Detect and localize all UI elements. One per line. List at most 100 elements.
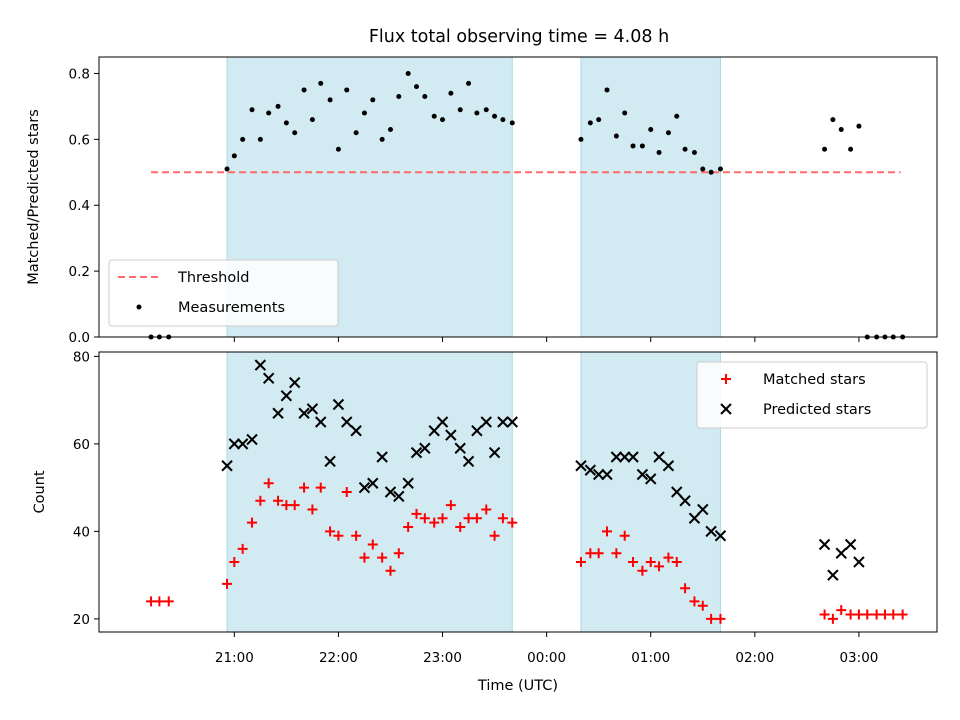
top-panel: 0.00.20.40.60.8 Matched/Predicted stars … — [26, 56, 938, 346]
top-y-tick-label: 0.4 — [69, 198, 90, 214]
top-axes-frame — [98, 56, 938, 338]
predicted-stars-point — [636, 468, 649, 481]
measurement-point — [414, 84, 420, 90]
measurement-point — [509, 120, 515, 126]
matched-stars-point — [481, 504, 492, 515]
measurement-point — [682, 146, 688, 152]
top-legend: Threshold Measurements — [108, 259, 339, 327]
predicted-stars-point — [645, 473, 657, 485]
measurement-point — [370, 97, 376, 103]
matched-stars-point — [315, 482, 326, 493]
predicted-stars-point — [671, 486, 683, 498]
predicted-stars-point — [662, 460, 675, 472]
measurement-point — [587, 120, 593, 126]
measurement-point — [596, 117, 602, 123]
matched-stars-point — [393, 548, 404, 559]
matched-stars-point — [411, 508, 422, 519]
chart-title: Flux total observing time = 4.08 h — [369, 27, 669, 47]
predicted-stars-point — [471, 425, 483, 437]
predicted-stars-point — [853, 556, 865, 568]
predicted-stars-point — [575, 460, 587, 472]
matched-stars-point — [385, 565, 396, 576]
matched-stars-point — [697, 600, 708, 611]
matched-stars-point — [247, 517, 258, 528]
measurement-point — [283, 120, 289, 126]
predicted-stars-point — [402, 477, 414, 489]
matched-stars-point — [299, 482, 310, 493]
measurement-point — [457, 107, 463, 113]
predicted-stars-point — [358, 481, 371, 494]
predicted-stars-point — [688, 512, 701, 524]
top-y-tick-label: 0.6 — [69, 132, 90, 148]
measurement-point — [396, 94, 402, 100]
x-tick-label: 01:00 — [631, 650, 670, 666]
legend-matched-label: Matched stars — [763, 372, 866, 388]
top-legend-box — [108, 259, 339, 327]
predicted-stars-point — [697, 503, 709, 516]
matched-stars-point — [377, 552, 388, 563]
legend-matched-swatch — [721, 374, 731, 384]
predicted-stars-point — [445, 429, 457, 441]
predicted-stars-point — [393, 490, 405, 503]
measurement-point — [665, 130, 671, 136]
predicted-stars-point — [714, 530, 727, 542]
measurement-point — [483, 107, 489, 113]
predicted-stars-point — [610, 451, 623, 463]
predicted-stars-point — [324, 455, 336, 468]
matched-stars-point — [836, 605, 847, 616]
matched-stars-point — [706, 613, 717, 624]
x-tick-label: 22:00 — [319, 650, 358, 666]
predicted-stars-point — [332, 398, 345, 411]
measurement-point — [327, 97, 333, 103]
matched-stars-point — [862, 609, 873, 620]
matched-stars-point — [403, 522, 414, 532]
measurement-point — [440, 117, 446, 123]
predicted-stars-point — [288, 376, 301, 389]
matched-stars-point — [263, 478, 274, 489]
bottom-y-axis: 20 40 60 80 — [73, 349, 99, 628]
predicted-stars-point — [410, 446, 423, 459]
predicted-stars-point — [272, 407, 284, 419]
matched-stars-point — [255, 495, 266, 506]
measurement-point — [422, 94, 428, 100]
matched-stars-point — [289, 500, 300, 511]
predicted-stars-point — [601, 468, 613, 481]
matched-stars-point — [341, 487, 352, 497]
bottom-shaded-intervals — [226, 351, 721, 633]
measurement-point — [353, 130, 359, 136]
top-y-tick-label: 0.2 — [69, 264, 90, 280]
measurement-point — [613, 133, 619, 139]
legend-measurements-swatch — [136, 304, 142, 310]
top-y-tick-label: 0.0 — [69, 330, 90, 346]
matched-stars-point — [359, 552, 370, 563]
top-y-axis: 0.0 0.2 0.4 0.6 0.8 — [69, 66, 99, 346]
x-tick-label: 03:00 — [839, 650, 878, 666]
measurement-point — [848, 146, 854, 152]
predicted-stars-point — [436, 416, 449, 428]
matched-stars-point — [671, 557, 682, 567]
measurement-point — [708, 169, 714, 175]
predicted-stars-point — [480, 416, 492, 428]
predicted-stars-point — [419, 442, 431, 454]
matched-stars-point — [507, 517, 518, 528]
measurement-point — [266, 110, 272, 116]
predicted-stars-point — [384, 486, 397, 498]
measurement-point — [224, 166, 230, 172]
bottom-x-axis: 21:00 22:00 23:00 00:00 01:00 02:00 03:00 — [215, 632, 878, 666]
measurement-point — [578, 136, 584, 142]
matched-stars-point — [897, 609, 908, 620]
measurement-point — [249, 107, 255, 113]
matched-stars-point — [663, 552, 674, 563]
predicted-stars-point — [618, 451, 631, 463]
measurement-point — [231, 153, 237, 159]
measurement-point — [500, 117, 506, 123]
measurement-point — [691, 150, 697, 156]
predicted-stars-point — [497, 416, 509, 428]
measurement-point — [492, 113, 498, 119]
measurement-point — [639, 143, 645, 149]
predicted-stars-point — [280, 390, 293, 402]
matched-stars-point — [163, 596, 174, 607]
measurement-point — [717, 166, 723, 172]
measurement-point — [656, 150, 662, 156]
